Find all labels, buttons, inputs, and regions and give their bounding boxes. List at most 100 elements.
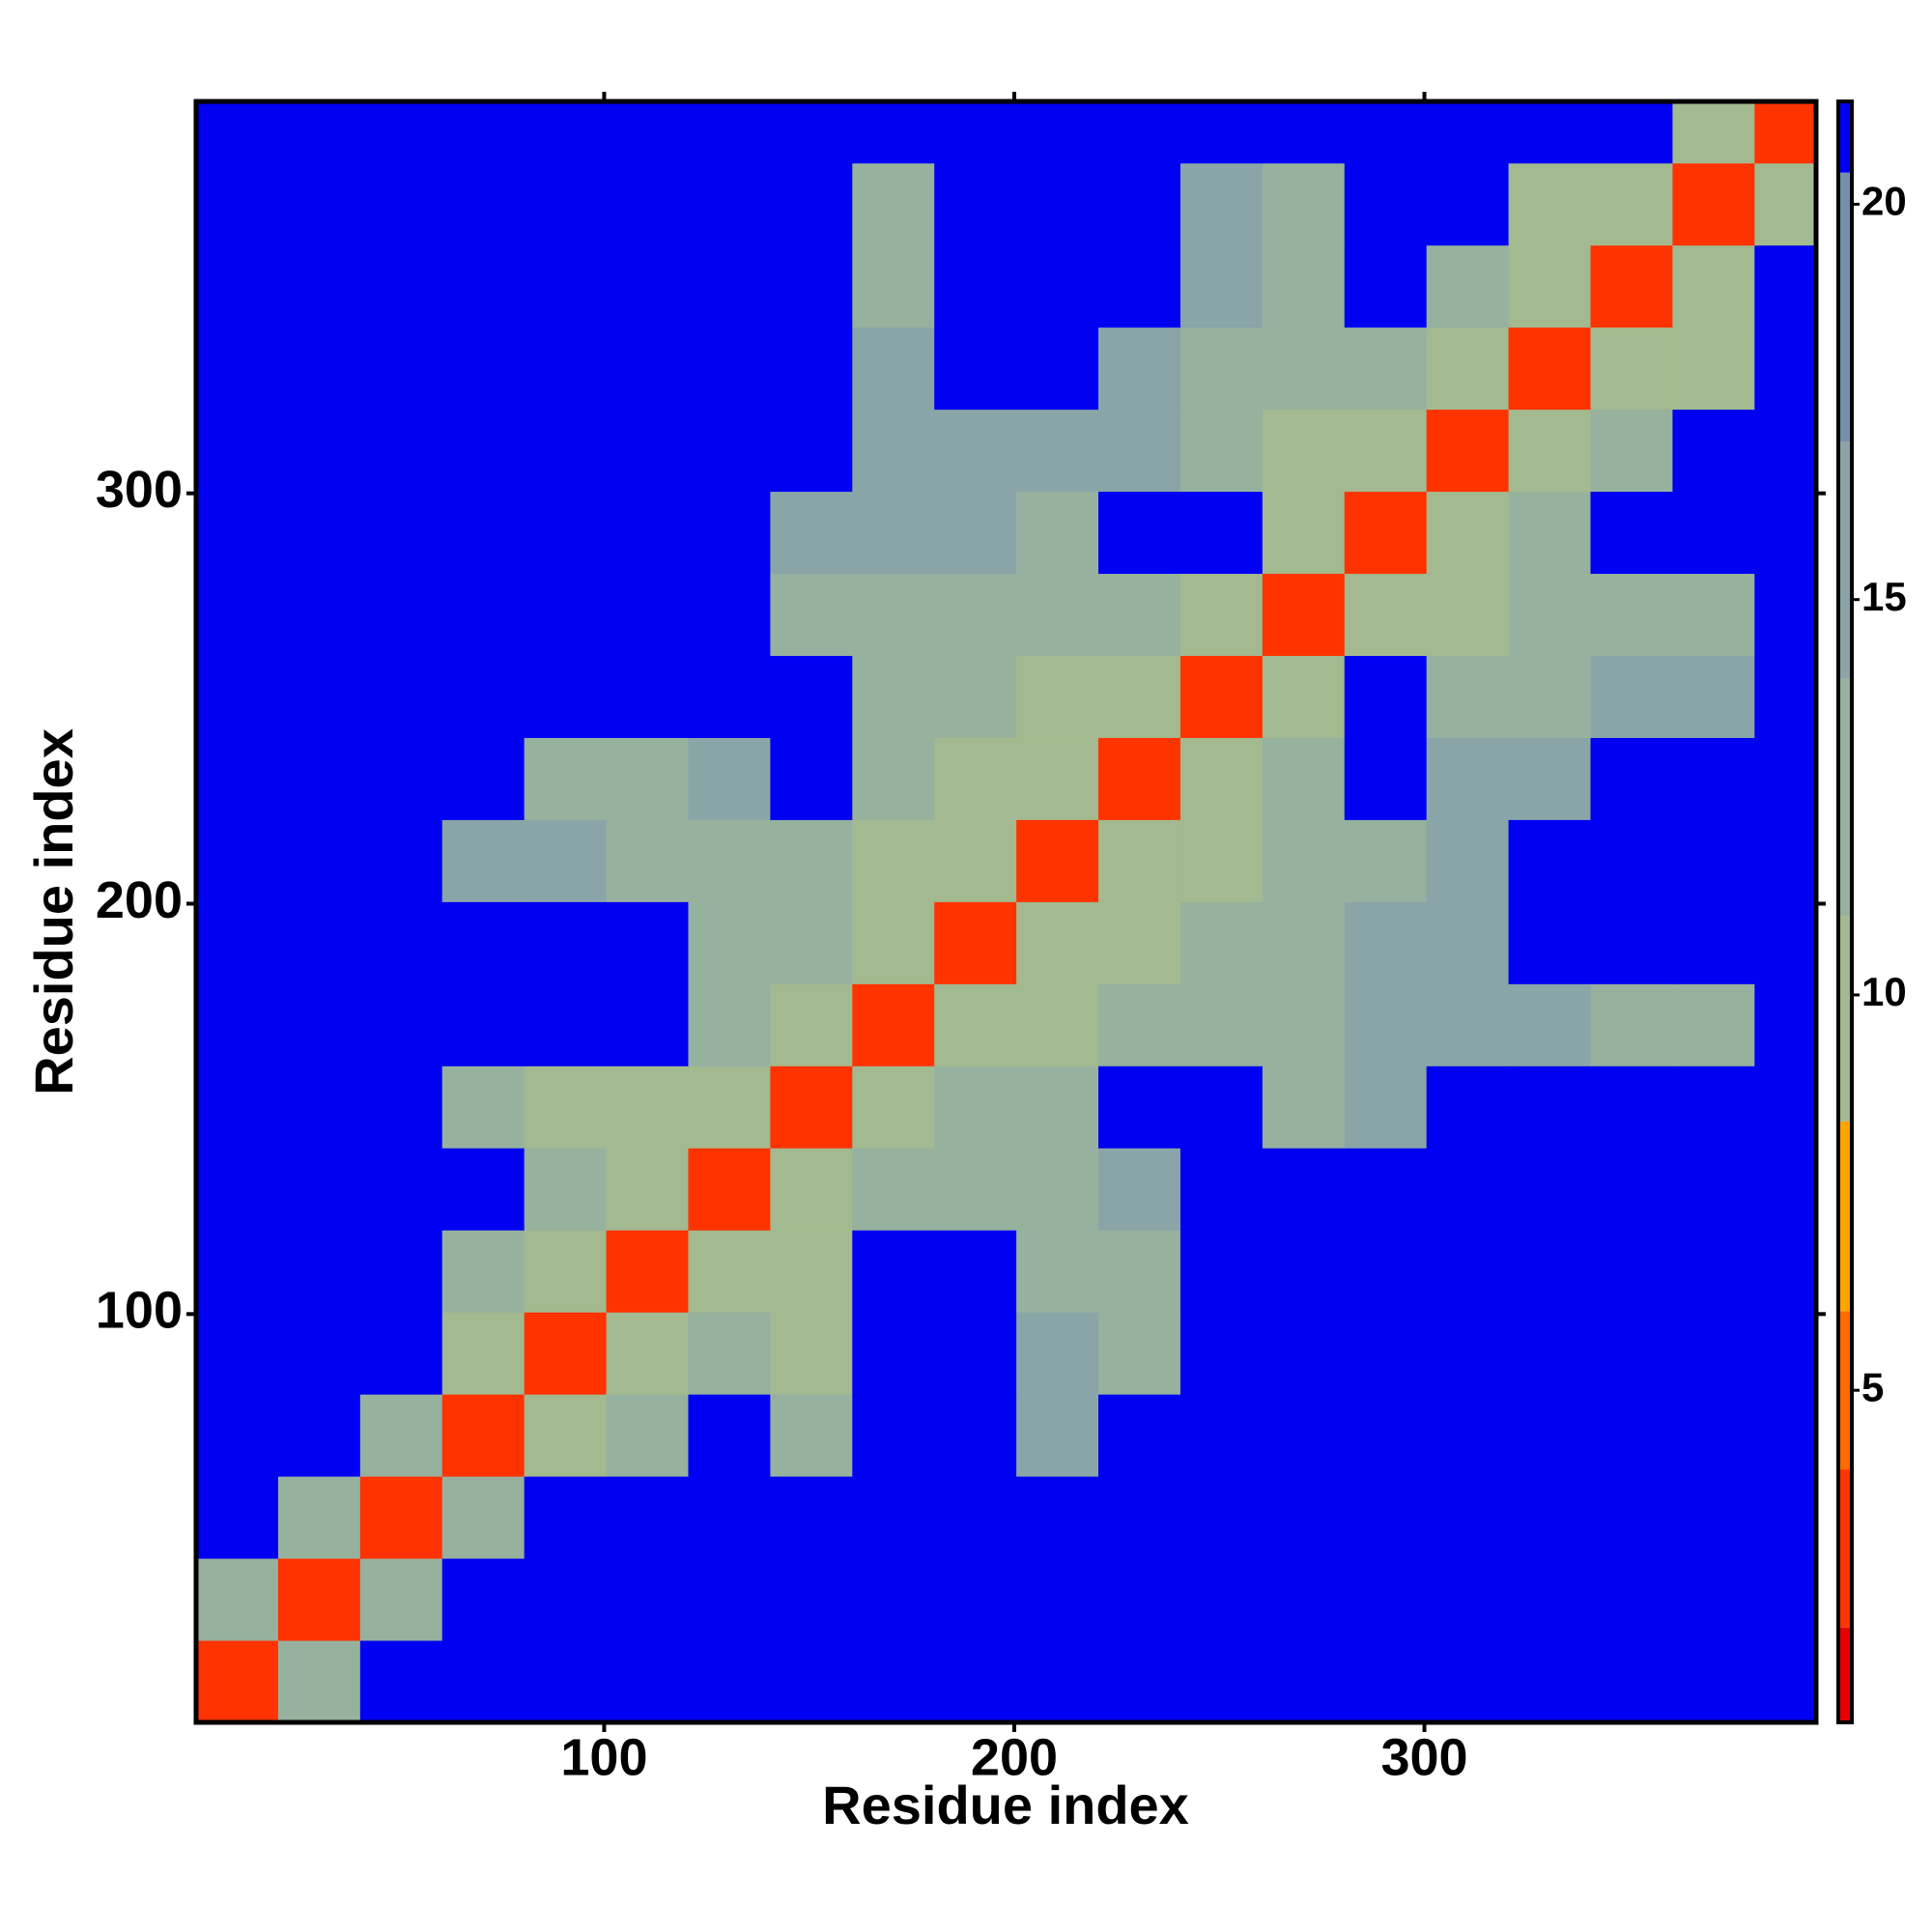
heatmap-cell [441,1394,526,1477]
heatmap-cell [441,409,526,493]
heatmap-cell [359,983,443,1066]
heatmap-cell [359,1230,443,1313]
heatmap-cell [688,1312,771,1395]
heatmap-cell [441,1558,526,1641]
heatmap-cell [1508,327,1591,411]
heatmap-cell [1344,1065,1428,1149]
heatmap-cell [1016,573,1099,656]
heatmap-cell [1508,1148,1591,1231]
heatmap-cell [1179,573,1264,656]
heatmap-cell [606,1230,689,1313]
heatmap-cell [1508,901,1591,984]
heatmap-cell [1590,244,1673,328]
heatmap-cell [688,1558,771,1641]
heatmap-cell [1098,655,1181,738]
heatmap-cell [1672,244,1755,328]
heatmap-cell [770,409,853,493]
heatmap-cell [688,983,771,1066]
heatmap-cell [1344,573,1428,656]
heatmap-cell [1754,819,1817,902]
heatmap-cell [688,737,771,820]
heatmap-cell [1426,983,1510,1066]
heatmap-cell [606,901,689,984]
heatmap-cell [1672,1148,1755,1231]
heatmap-cell [441,983,526,1066]
heatmap-cell [1179,983,1264,1066]
heatmap-cell [359,737,443,820]
heatmap-cell [441,1640,526,1723]
heatmap-cell [277,983,361,1066]
heatmap-cell [1344,409,1428,493]
heatmap-cell [1426,819,1510,902]
heatmap-cell [1179,491,1264,575]
heatmap-cell [1098,244,1181,328]
heatmap-cell [1754,491,1817,575]
heatmap-cell [196,983,279,1066]
heatmap-cell [852,655,935,738]
heatmap-cell [359,1640,443,1723]
heatmap-cell [1098,737,1181,820]
heatmap-cell [1262,1148,1346,1231]
heatmap-cell [1426,1148,1510,1231]
heatmap-cell [606,737,689,820]
heatmap-cell [196,737,279,820]
heatmap-cell [1754,101,1817,164]
heatmap-cell [1098,1558,1181,1641]
heatmap-cell [770,655,853,738]
colorbar-step [1838,1627,1852,1722]
heatmap-cell [1426,1312,1510,1395]
heatmap-cell [359,901,443,984]
heatmap-cell [1179,327,1264,411]
heatmap-cell [1672,901,1755,984]
heatmap-cell [1754,1476,1817,1559]
heatmap-cell [359,101,443,164]
heatmap-cell [277,101,361,164]
heatmap-cell [1098,819,1181,902]
heatmap-cell [1590,101,1673,164]
heatmap-cell [196,1065,279,1149]
heatmap-cell [1344,1476,1428,1559]
heatmap-cell [852,1640,935,1723]
heatmap-cell [852,491,935,575]
heatmap-cell [770,1394,853,1477]
heatmap-cell [606,491,689,575]
heatmap-cell [441,573,526,656]
heatmap-cell [1672,573,1755,656]
heatmap-cell [688,1394,771,1477]
heatmap-cell [1179,1558,1264,1641]
heatmap-cell [688,409,771,493]
colorbar-frame [1836,99,1854,1724]
heatmap-cell [1426,737,1510,820]
heatmap-cell [1672,983,1755,1066]
heatmap-cell [1098,1065,1181,1149]
heatmap-cell [1590,983,1673,1066]
heatmap-cell [934,1230,1017,1313]
heatmap-cell [524,573,608,656]
heatmap-cell [1098,162,1181,246]
heatmap-cell [1426,1230,1510,1313]
heatmap-cell [1590,573,1673,656]
heatmap-cell [1426,1476,1510,1559]
heatmap-cell [1016,101,1099,164]
heatmap-cell [1262,655,1346,738]
heatmap-cell [441,1312,526,1395]
y-axis-title: Residue index [23,728,84,1095]
heatmap-cell [934,1558,1017,1641]
heatmap-cell [1179,1640,1264,1723]
heatmap-cell [1426,901,1510,984]
heatmap-cell [277,1394,361,1477]
heatmap-cell [1344,1394,1428,1477]
heatmap-cell [1016,327,1099,411]
heatmap-cell [1016,1065,1099,1149]
heatmap-cell [1754,1394,1817,1477]
heatmap-cell [524,983,608,1066]
heatmap-cell [606,1065,689,1149]
heatmap-cell [1262,737,1346,820]
heatmap-cell [934,491,1017,575]
heatmap-cell [606,655,689,738]
heatmap-cell [852,1558,935,1641]
heatmap-cell [1590,327,1673,411]
colorbar-tick-label: 15 [1861,574,1907,619]
heatmap-cell [1344,491,1428,575]
